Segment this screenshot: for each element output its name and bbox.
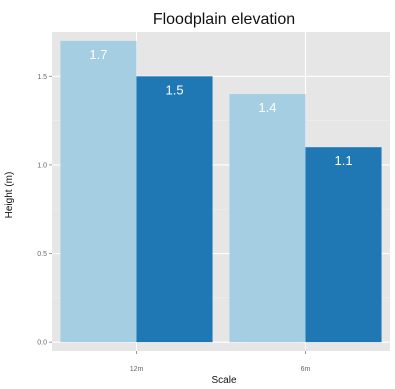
y-tick-label: 0.0 xyxy=(37,340,47,347)
bar xyxy=(229,94,306,343)
y-tick-label: 1.5 xyxy=(37,74,47,81)
y-axis: 0.0 0.5 1.0 1.5 xyxy=(37,74,52,347)
bar-value-label: 1.7 xyxy=(89,47,107,62)
chart-title: Floodplain elevation xyxy=(153,11,295,28)
x-tick-label: 6m xyxy=(301,366,311,373)
y-tick-label: 1.0 xyxy=(37,162,47,169)
bar-value-label: 1.1 xyxy=(334,153,352,168)
bar-value-label: 1.4 xyxy=(258,100,276,115)
bar-value-label: 1.5 xyxy=(165,82,183,97)
x-axis-title: Scale xyxy=(211,375,236,386)
bar xyxy=(136,76,213,343)
bar-labels: 1.7 1.5 1.4 1.1 xyxy=(89,47,352,168)
bars xyxy=(60,40,382,343)
x-tick-label: 12m xyxy=(130,366,144,373)
y-tick-label: 0.5 xyxy=(37,251,47,258)
y-axis-title: Height (m) xyxy=(4,172,15,219)
x-axis: 12m 6m xyxy=(130,351,311,373)
bar xyxy=(60,40,137,343)
bar xyxy=(305,147,382,343)
